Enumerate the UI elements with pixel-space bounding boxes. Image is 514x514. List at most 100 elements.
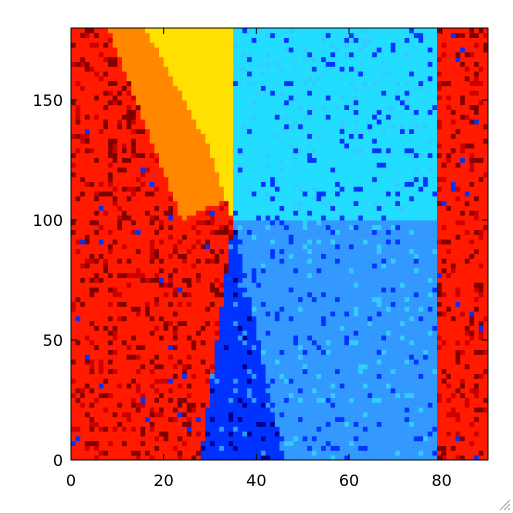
heatmap-cell [108, 440, 114, 446]
heatmap-cell [71, 210, 77, 216]
heatmap-cell [214, 205, 220, 211]
heatmap-cell [168, 133, 174, 139]
heatmap-cell [251, 239, 257, 245]
heatmap-cell [159, 56, 165, 62]
heatmap-cell [154, 32, 160, 38]
heatmap-cell [237, 253, 243, 259]
heatmap-cell [168, 277, 174, 283]
heatmap-cell [298, 210, 304, 216]
heatmap-cell [316, 162, 322, 168]
heatmap-cell [270, 416, 276, 422]
heatmap-cell [325, 388, 331, 394]
heatmap-cell [121, 239, 127, 245]
heatmap-cell [219, 148, 225, 154]
heatmap-cell [89, 56, 95, 62]
heatmap-cell [293, 85, 299, 91]
heatmap-cell [265, 138, 271, 144]
heatmap-cell [242, 301, 248, 307]
heatmap-cell [182, 368, 188, 374]
heatmap-cell [126, 306, 132, 312]
heatmap-cell [219, 138, 225, 144]
heatmap-cell [321, 47, 327, 53]
heatmap-cell [149, 28, 155, 34]
heatmap-cell [233, 244, 239, 250]
heatmap-cell [284, 421, 290, 427]
heatmap-cell [298, 215, 304, 221]
heatmap-cell [126, 292, 132, 298]
heatmap-cell [154, 248, 160, 254]
heatmap-cell [117, 47, 123, 53]
heatmap-cell [131, 426, 137, 432]
heatmap-cell [89, 109, 95, 115]
heatmap-cell [265, 416, 271, 422]
heatmap-cell [117, 301, 123, 307]
heatmap-cell [307, 445, 313, 451]
heatmap-cell [293, 148, 299, 154]
heatmap-cell [172, 133, 178, 139]
heatmap-cell [251, 316, 257, 322]
heatmap-cell [75, 388, 81, 394]
heatmap-cell [135, 258, 141, 264]
heatmap-cell [325, 426, 331, 432]
heatmap-cell [316, 176, 322, 182]
heatmap-cell [154, 143, 160, 149]
heatmap-cell [247, 119, 253, 125]
heatmap-cell [135, 200, 141, 206]
heatmap-cell [131, 263, 137, 269]
heatmap-cell [121, 229, 127, 235]
heatmap-cell [237, 287, 243, 293]
heatmap-cell [117, 138, 123, 144]
heatmap-cell [242, 47, 248, 53]
heatmap-cell [265, 114, 271, 120]
heatmap-cell [247, 392, 253, 398]
heatmap-cell [131, 176, 137, 182]
heatmap-cell [94, 215, 100, 221]
heatmap-cell [117, 215, 123, 221]
heatmap-cell [260, 119, 266, 125]
heatmap-cell [293, 205, 299, 211]
heatmap-cell [75, 306, 81, 312]
heatmap-cell [131, 100, 137, 106]
heatmap-cell [256, 335, 262, 341]
heatmap-cell [316, 268, 322, 274]
heatmap-cell [159, 340, 165, 346]
heatmap-cell [89, 244, 95, 250]
heatmap-cell [311, 263, 317, 269]
heatmap-cell [84, 306, 90, 312]
heatmap-cell [311, 239, 317, 245]
heatmap-cell [154, 56, 160, 62]
heatmap-cell [154, 37, 160, 43]
heatmap-cell [265, 186, 271, 192]
heatmap-cell [159, 167, 165, 173]
heatmap-cell [228, 71, 234, 77]
heatmap-cell [270, 224, 276, 230]
heatmap-cell [112, 28, 118, 34]
heatmap-cell [112, 277, 118, 283]
heatmap-cell [233, 47, 239, 53]
heatmap-cell [182, 172, 188, 178]
heatmap-cell [307, 378, 313, 384]
heatmap-cell [279, 412, 285, 418]
heatmap-cell [71, 76, 77, 82]
heatmap-cell [265, 373, 271, 379]
heatmap-cell [200, 32, 206, 38]
heatmap-cell [265, 167, 271, 173]
heatmap-cell [265, 176, 271, 182]
heatmap-cell [94, 412, 100, 418]
heatmap-cell [237, 148, 243, 154]
heatmap-cell [321, 426, 327, 432]
heatmap-cell [200, 119, 206, 125]
heatmap-cell [251, 148, 257, 154]
heatmap-cell [112, 80, 118, 86]
heatmap-cell [75, 109, 81, 115]
heatmap-cell [94, 239, 100, 245]
heatmap-cell [274, 28, 280, 34]
heatmap-cell [242, 138, 248, 144]
heatmap-cell [98, 440, 104, 446]
heatmap-cell [71, 450, 77, 456]
heatmap-cell [186, 104, 192, 110]
heatmap-cell [75, 359, 81, 365]
heatmap-cell [325, 455, 331, 460]
heatmap-cell [75, 56, 81, 62]
heatmap-cell [126, 133, 132, 139]
